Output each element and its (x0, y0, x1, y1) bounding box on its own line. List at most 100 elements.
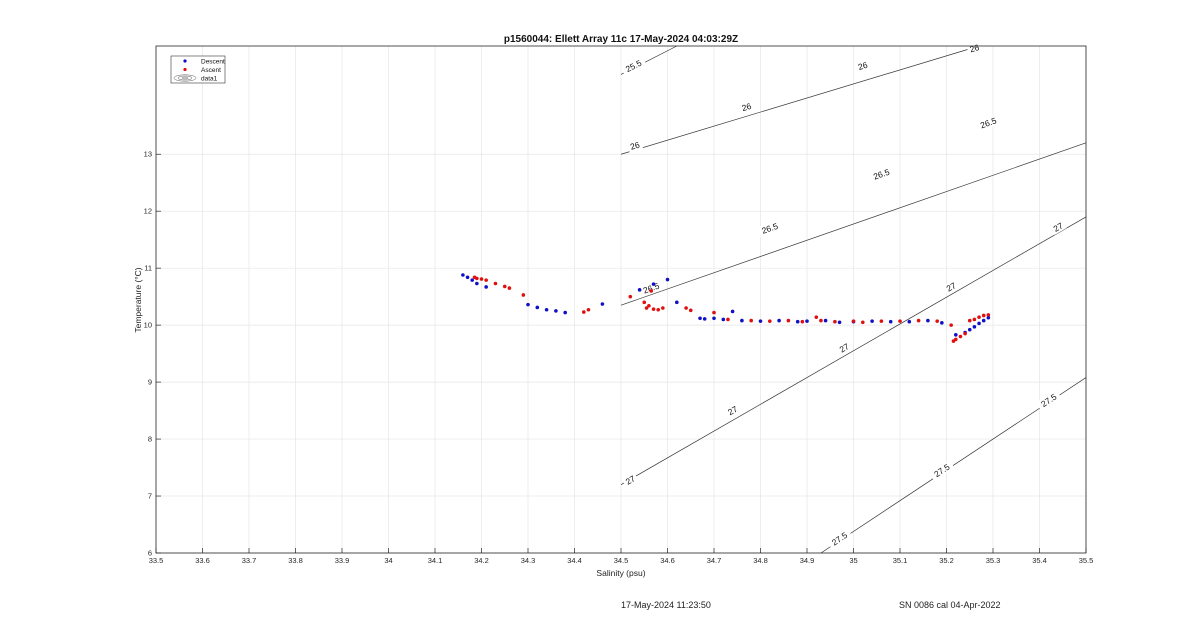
x-tick-label: 34.7 (707, 556, 722, 565)
x-tick-label: 34.4 (567, 556, 582, 565)
descent-point (758, 319, 763, 323)
y-tick-label: 7 (148, 492, 152, 501)
legend-descent-label: Descent (201, 59, 225, 66)
contour-label: 26 (629, 139, 641, 151)
x-tick-label: 35.4 (1032, 556, 1047, 565)
ascent-point (647, 303, 651, 308)
ascent-point (958, 334, 963, 339)
grid-lines (155, 46, 1087, 554)
contour-label-bg (966, 41, 983, 56)
ascent-point (967, 318, 972, 323)
x-tick-label: 35.3 (986, 556, 1001, 565)
contour-label: 27 (838, 341, 851, 355)
x-tick-label: 35.1 (893, 556, 908, 565)
contour-line-26-5 (620, 142, 1087, 306)
x-axis-label: Salinity (psu) (596, 568, 645, 578)
ascent-point (484, 278, 488, 282)
contour-label-bg (826, 527, 853, 550)
descent-point (484, 285, 488, 289)
ascent-point (644, 306, 649, 310)
ascent-point (981, 313, 986, 318)
descent-point (712, 316, 716, 321)
descent-point (698, 316, 702, 321)
ascent-point (954, 337, 958, 342)
ascent-point (582, 310, 586, 314)
ascent-point (502, 284, 507, 289)
x-tick-label: 33.9 (335, 556, 350, 565)
ascent-point (851, 319, 856, 323)
x-tick-label: 33.6 (195, 556, 210, 565)
legend-contour-icon (173, 74, 197, 82)
descent-point (977, 321, 981, 326)
y-tick-label: 11 (144, 264, 152, 273)
legend-descent-marker (183, 59, 187, 63)
ascent-point (814, 315, 819, 319)
descent-point (740, 318, 744, 323)
ascent-point (661, 306, 665, 310)
x-tick-label: 34.8 (753, 556, 768, 565)
contour-label-bg (929, 459, 955, 482)
x-tick-label: 34 (384, 556, 392, 565)
descent-point (730, 309, 735, 314)
ascent-point (916, 318, 921, 323)
descent-point (940, 321, 944, 325)
ascent-point (986, 313, 991, 317)
x-tick-label: 34.1 (428, 556, 443, 565)
y-tick-label: 13 (144, 150, 152, 159)
descent-point (665, 277, 670, 282)
descent-point (465, 275, 470, 280)
descent-point (535, 305, 540, 310)
contour-label-bg (975, 114, 1002, 132)
ascent-point (768, 319, 772, 323)
ascent-point (786, 318, 791, 323)
ascent-point (642, 300, 647, 305)
y-tick-label: 12 (144, 207, 152, 216)
ascent-point (949, 323, 953, 327)
contour-label: 27 (726, 404, 739, 418)
legend-ascent-label: Ascent (201, 67, 221, 74)
contour-label-bg (724, 402, 742, 419)
descent-point (954, 333, 958, 337)
legend-data1-label: data1 (201, 76, 218, 83)
descent-point (888, 319, 893, 324)
descent-point (795, 319, 800, 324)
x-tick-label: 34.3 (521, 556, 536, 565)
descent-point (967, 327, 972, 332)
descent-point (563, 310, 567, 315)
y-tick-label: 6 (148, 549, 152, 558)
x-tick-label: 35 (849, 556, 857, 565)
ascent-point (833, 319, 837, 324)
contour-label: 26 (857, 60, 869, 72)
descent-point (972, 325, 977, 329)
x-tick-label: 34.6 (660, 556, 675, 565)
contour-label-bg (835, 340, 853, 356)
x-tick-label: 34.9 (800, 556, 815, 565)
ascent-point (493, 281, 498, 286)
contour-label: 27 (1052, 220, 1065, 234)
contour-label-bg (942, 279, 960, 295)
x-tick-label: 33.5 (149, 556, 164, 565)
density-contours: 25.52626262626.526.526.526.5272727272727… (620, 41, 1087, 554)
contour-label-bg (621, 472, 639, 488)
footer-calibration: SN 0086 cal 04-Apr-2022 (899, 600, 1001, 610)
ascent-point (649, 289, 654, 293)
descent-point (870, 319, 874, 323)
x-tick-label: 34.5 (614, 556, 629, 565)
descent-point (675, 300, 679, 305)
descent-point (805, 319, 809, 323)
ascent-point (749, 318, 753, 323)
descent-point (823, 318, 828, 323)
contour-line-27 (620, 216, 1087, 485)
ascent-point (712, 310, 716, 315)
ascent-point (479, 277, 484, 281)
descent-point (526, 302, 530, 307)
data-points (461, 273, 991, 343)
y-axis-label: Temperature (°C) (133, 267, 143, 332)
descent-point (637, 288, 642, 292)
legend-ascent-marker (183, 67, 187, 72)
descent-point (702, 317, 707, 321)
ascent-point (521, 293, 526, 297)
ascent-point (688, 308, 693, 313)
descent-point (777, 318, 781, 323)
